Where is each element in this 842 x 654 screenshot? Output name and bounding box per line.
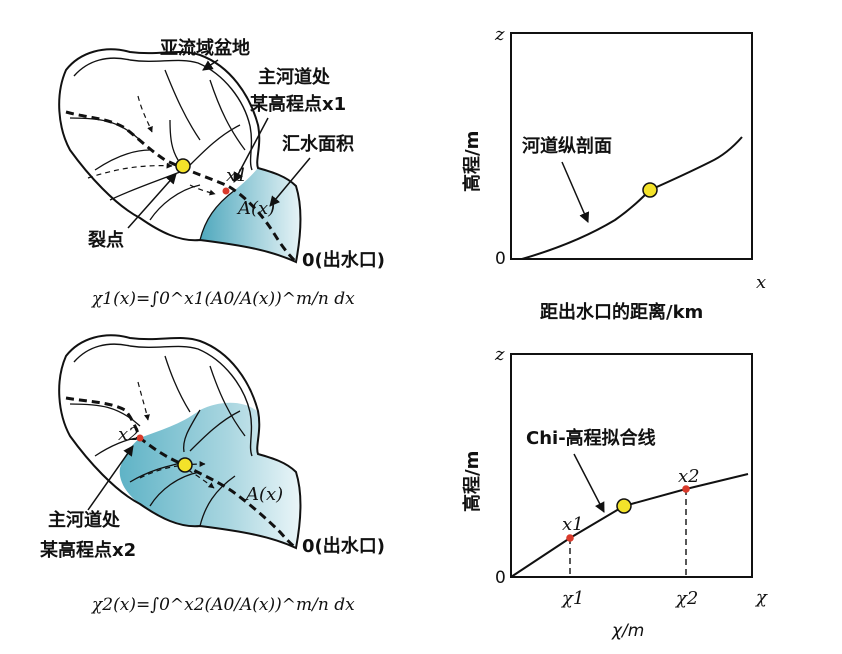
plot-chi-ylabel: 高程/m	[461, 451, 483, 512]
plot-chi-xlabel: χ/m	[611, 621, 644, 641]
main-channel-point-pointer	[233, 117, 269, 183]
plot-chi-chi-axis: χ	[754, 587, 768, 608]
drainage-area-pointer	[269, 157, 311, 207]
plot-profile: z 0 x 高程/m 距出水口的距离/km 河道纵剖面	[461, 24, 766, 323]
plot-profile-zero: 0	[495, 249, 506, 269]
plot-chi-line	[510, 473, 749, 578]
basin-bottom: x2 A(x) 主河道处 某高程点x2 0(出水口) χ2(x)=∫0^x2(A…	[40, 334, 385, 615]
plot-chi-label-x1: x1	[562, 514, 584, 535]
basin-top-outline-outer	[58, 48, 302, 264]
basin-bottom-point-x2	[136, 434, 144, 442]
plot-chi-tick-chi2: χ2	[674, 588, 698, 609]
basin-bottom-shaded-area	[119, 402, 301, 548]
label-main-channel-point-l2-bottom: 某高程点x2	[40, 539, 136, 561]
plot-profile-z: z	[494, 24, 505, 45]
basin-bottom-knickpoint	[177, 457, 193, 473]
basin-top-shaded-area	[200, 168, 301, 262]
label-drainage-area: 汇水面积	[282, 133, 354, 155]
knickpoint-pointer	[127, 173, 177, 229]
plot-chi-label-x2: x2	[678, 466, 700, 487]
basin-top-point-x1	[222, 187, 230, 195]
label-outlet-bottom: 0(出水口)	[302, 535, 385, 557]
plot-profile-xlabel: 距出水口的距离/km	[540, 301, 703, 323]
plot-chi-annotation: Chi-高程拟合线	[526, 427, 656, 449]
label-area: A(x)	[236, 198, 275, 219]
plot-profile-frame	[510, 32, 753, 260]
plot-chi: z 0 χ χ1 χ2 高程/m χ/m x1 x2 Chi-高程拟合线	[461, 344, 768, 641]
formula-chi2: χ2(x)=∫0^x2(A0/A(x))^m/n dx	[91, 595, 355, 615]
label-x2: x2	[118, 424, 140, 445]
basin-bottom-main-channel	[65, 396, 297, 550]
basin-top: 亚流域盆地 主河道处 某高程点x1 汇水面积 x1 A(x) 裂点 0(出水口)…	[58, 37, 385, 309]
basin-bottom-outline-inner	[73, 343, 253, 457]
label-knickpoint: 裂点	[87, 229, 124, 251]
label-main-channel-point-l1-bottom: 主河道处	[48, 509, 121, 531]
basin-bottom-outline-outer	[58, 334, 302, 550]
subbasin-pointer	[202, 59, 219, 71]
basin-bottom-flow-arrows	[137, 381, 215, 489]
basin-top-main-channel	[65, 110, 298, 264]
label-area-bottom: A(x)	[244, 484, 283, 505]
formula-chi1: χ1(x)=∫0^x1(A0/A(x))^m/n dx	[91, 289, 355, 309]
plot-profile-annotation: 河道纵剖面	[522, 135, 612, 157]
basin-top-flow-arrows	[87, 95, 216, 196]
plot-profile-annotation-pointer	[561, 161, 590, 223]
label-x1: x1	[226, 165, 248, 186]
basin-top-knickpoint	[175, 158, 191, 174]
label-main-channel-point-l2: 某高程点x1	[250, 93, 346, 115]
label-main-channel-point-l1: 主河道处	[258, 66, 331, 88]
plot-chi-zero: 0	[495, 568, 506, 588]
plot-chi-annotation-pointer	[573, 453, 605, 513]
plot-chi-knickpoint	[616, 498, 632, 514]
basin-top-outline-inner	[73, 57, 253, 171]
main-channel-point-pointer-bottom	[87, 445, 134, 511]
plot-chi-point-x2	[682, 485, 690, 493]
plot-chi-z: z	[494, 344, 505, 365]
plot-profile-ylabel: 高程/m	[461, 131, 483, 192]
plot-chi-tick-chi1: χ1	[560, 588, 584, 609]
label-subbasin: 亚流域盆地	[160, 37, 250, 59]
plot-profile-x: x	[756, 272, 766, 293]
plot-chi-point-x1	[566, 534, 574, 542]
plot-profile-knickpoint	[642, 182, 658, 198]
label-outlet: 0(出水口)	[302, 249, 385, 271]
plot-chi-frame	[510, 353, 753, 578]
